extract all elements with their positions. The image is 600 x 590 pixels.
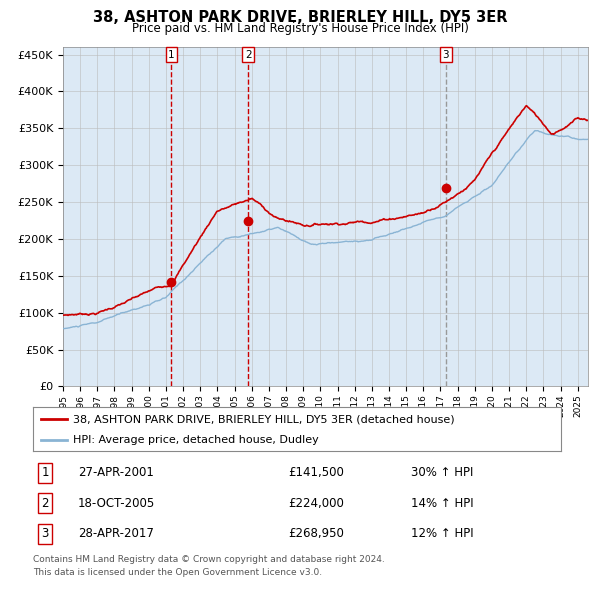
Text: £224,000: £224,000	[288, 497, 344, 510]
Text: 3: 3	[41, 527, 49, 540]
Text: 1: 1	[41, 466, 49, 479]
Text: £268,950: £268,950	[288, 527, 344, 540]
Text: HPI: Average price, detached house, Dudley: HPI: Average price, detached house, Dudl…	[73, 435, 319, 445]
Text: 3: 3	[443, 50, 449, 60]
Text: Contains HM Land Registry data © Crown copyright and database right 2024.: Contains HM Land Registry data © Crown c…	[33, 555, 385, 565]
Text: 38, ASHTON PARK DRIVE, BRIERLEY HILL, DY5 3ER (detached house): 38, ASHTON PARK DRIVE, BRIERLEY HILL, DY…	[73, 415, 454, 424]
Text: 2: 2	[41, 497, 49, 510]
Text: 38, ASHTON PARK DRIVE, BRIERLEY HILL, DY5 3ER: 38, ASHTON PARK DRIVE, BRIERLEY HILL, DY…	[93, 10, 507, 25]
Text: 12% ↑ HPI: 12% ↑ HPI	[411, 527, 473, 540]
Text: Price paid vs. HM Land Registry's House Price Index (HPI): Price paid vs. HM Land Registry's House …	[131, 22, 469, 35]
Text: £141,500: £141,500	[288, 466, 344, 479]
Text: 14% ↑ HPI: 14% ↑ HPI	[411, 497, 473, 510]
Text: 30% ↑ HPI: 30% ↑ HPI	[411, 466, 473, 479]
Text: 2: 2	[245, 50, 251, 60]
Text: 1: 1	[168, 50, 175, 60]
Text: 28-APR-2017: 28-APR-2017	[78, 527, 154, 540]
Text: 18-OCT-2005: 18-OCT-2005	[78, 497, 155, 510]
Text: This data is licensed under the Open Government Licence v3.0.: This data is licensed under the Open Gov…	[33, 568, 322, 578]
Text: 27-APR-2001: 27-APR-2001	[78, 466, 154, 479]
